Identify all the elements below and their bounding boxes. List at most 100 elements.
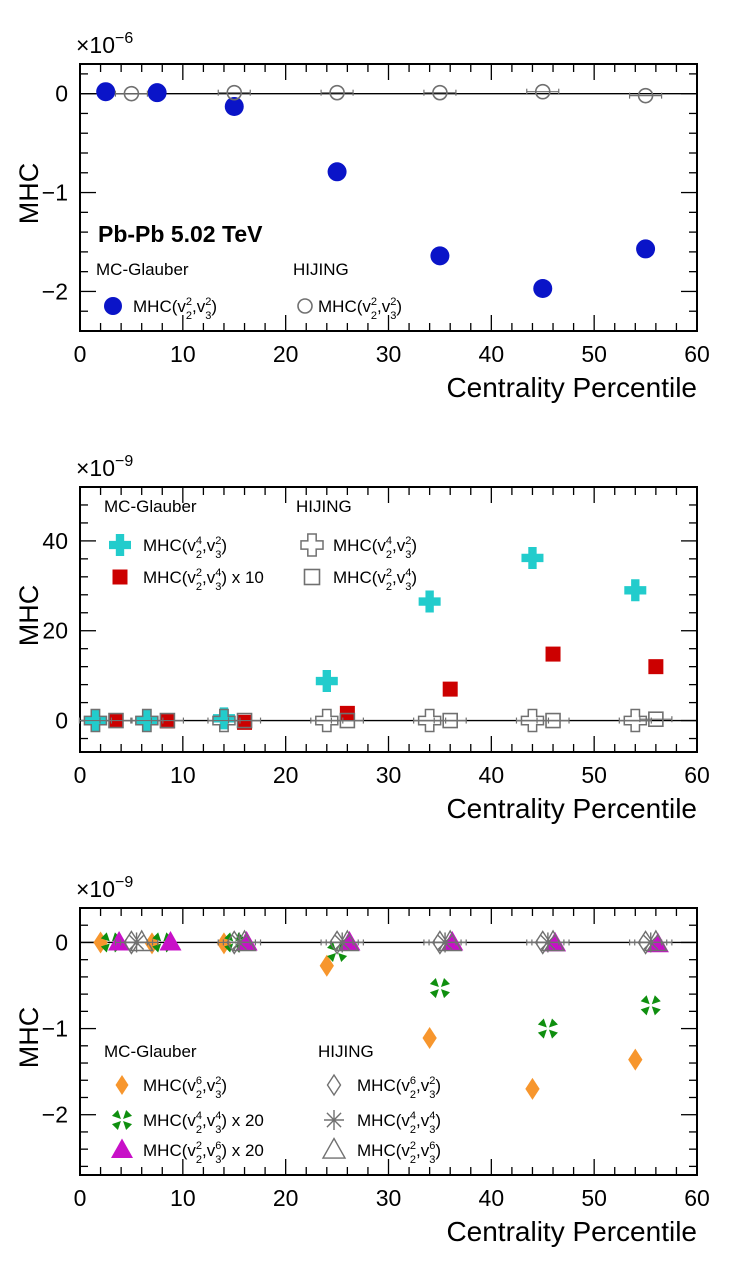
legend-label: MHC(v2 2,v4 3) — [333, 567, 417, 593]
x-tick-label: 50 — [581, 341, 607, 367]
legend-label: MHC(v6 2,v2 3) — [143, 1075, 227, 1101]
legend-label-part: MHC(v — [333, 536, 386, 555]
legend-label-part: MHC(v — [143, 1111, 196, 1130]
star-petal — [338, 952, 348, 962]
star-petal — [440, 989, 450, 999]
legend-marker — [112, 569, 128, 585]
data-point — [418, 590, 441, 613]
legend-label-part: 3 — [215, 549, 221, 561]
legend-header-hijing: HIJING — [318, 1042, 374, 1061]
data-point — [123, 85, 140, 102]
legend-header-mc-glauber: MC-Glauber — [104, 497, 197, 516]
star-petal — [640, 1006, 650, 1016]
legend-label-part: 6 — [410, 1075, 416, 1087]
x-tick-label: 10 — [170, 341, 196, 367]
multiplier-exponent: −9 — [115, 874, 133, 891]
data-point — [232, 929, 257, 952]
x-tick-label: 60 — [684, 1185, 710, 1211]
data-point — [534, 83, 551, 100]
data-point — [135, 708, 159, 733]
data-point — [544, 931, 567, 952]
legend-label-part: 2 — [371, 310, 377, 322]
y-axis-label: MHC — [14, 585, 44, 647]
legend-label-part: 2 — [371, 296, 377, 308]
legend-marker — [111, 1138, 133, 1159]
x-tick-label: 0 — [74, 341, 87, 367]
legend-label-part: ) — [211, 297, 217, 316]
x-tick-label: 0 — [74, 762, 87, 788]
x-tick-label: 30 — [376, 1185, 402, 1211]
legend-label-part: 2 — [386, 581, 392, 593]
legend-label-part: 2 — [196, 1154, 202, 1166]
data-point — [147, 83, 167, 103]
data-point — [545, 646, 561, 662]
star-petal — [651, 1006, 661, 1016]
legend-marker — [109, 534, 131, 556]
legend-marker — [300, 533, 324, 557]
x-axis-label: Centrality Percentile — [446, 1216, 697, 1247]
legend-label-part: ,v — [202, 1076, 216, 1095]
x-tick-label: 20 — [273, 762, 299, 788]
y-tick-label: 40 — [42, 528, 68, 554]
legend-label-part: 3 — [215, 1089, 221, 1101]
y-tick-label: −1 — [42, 180, 68, 206]
data-point — [648, 711, 664, 728]
panel-top: 0 10 20 30 40 50 60 −2 −1 0 ×10−6 MHC Centrality Per… — [14, 30, 710, 403]
y-axis-multiplier: ×10−9 — [76, 453, 133, 481]
star-petal — [429, 978, 439, 988]
y-tick-label: −1 — [42, 1016, 68, 1042]
series-hijing — [125, 929, 673, 952]
data-point — [520, 708, 545, 733]
legend-label: MHC(v2 2,v6 3) — [357, 1140, 441, 1166]
legend-label-part: ) — [221, 1076, 227, 1095]
data-point — [533, 278, 553, 298]
data-point — [319, 954, 334, 977]
data-point — [329, 84, 345, 101]
legend-label-part: 6 — [196, 1075, 202, 1087]
data-point — [432, 84, 448, 101]
star-petal — [100, 932, 110, 942]
legend-label-part: MHC(v — [143, 1141, 196, 1160]
data-point — [640, 995, 661, 1016]
legend-label-part: 2 — [196, 1124, 202, 1136]
legend-label-part: ,v — [202, 536, 216, 555]
x-tick-label: 10 — [170, 762, 196, 788]
legend-marker — [104, 297, 122, 315]
data-point — [545, 712, 561, 729]
star-petal — [224, 932, 234, 942]
data-point — [212, 708, 236, 733]
data-point — [327, 162, 347, 182]
x-tick-label: 0 — [74, 1185, 87, 1211]
y-tick-label: −2 — [42, 278, 68, 304]
legend-label-part: 4 — [196, 1110, 202, 1122]
legend-label-part: ) x 10 — [221, 568, 264, 587]
y-tick-label: 20 — [42, 618, 68, 644]
legend-marker — [326, 1073, 342, 1097]
legend-marker — [297, 298, 313, 314]
series-mc-glauber — [108, 646, 664, 730]
star-petal — [152, 943, 162, 953]
star-petal — [327, 952, 337, 962]
legend-label-part: 4 — [386, 535, 392, 547]
data-point — [442, 681, 458, 697]
legend-label-part: 2 — [410, 1140, 416, 1152]
legend-label-part: ) x 20 — [221, 1111, 264, 1130]
data-point — [417, 708, 442, 733]
legend-header-hijing: HIJING — [293, 260, 349, 279]
legend-marker — [115, 1075, 129, 1095]
legend-label-part: MHC(v — [333, 568, 386, 587]
series-mc-glauber — [96, 82, 656, 298]
star-petal — [537, 1029, 547, 1039]
legend-label-part: 3 — [390, 310, 396, 322]
x-tick-label: 60 — [684, 341, 710, 367]
legend-label-part: 3 — [405, 549, 411, 561]
legend-label-part: 2 — [386, 549, 392, 561]
data-point — [96, 82, 116, 102]
legend-label-part: ,v — [192, 297, 206, 316]
data-point — [636, 239, 656, 259]
y-axis-multiplier: ×10−9 — [76, 874, 133, 902]
legend-marker — [324, 1110, 344, 1130]
